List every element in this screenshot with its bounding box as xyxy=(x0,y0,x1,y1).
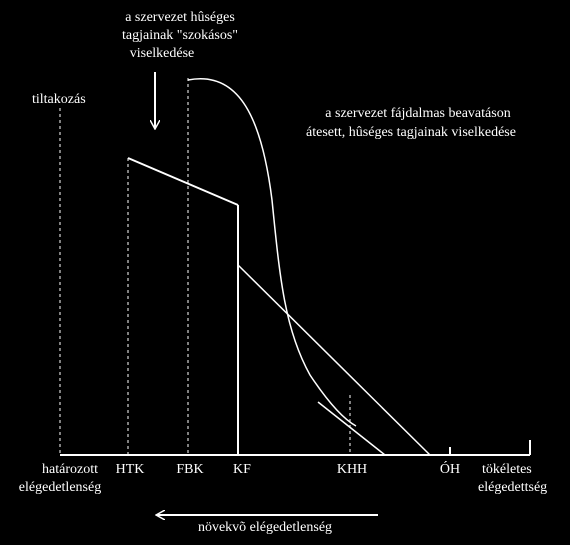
annotation: átesett, hûséges tagjainak viselkedése xyxy=(306,125,516,140)
tick-label: KF xyxy=(233,462,251,477)
annotation: a szervezet hûséges xyxy=(125,10,235,25)
curve-tail xyxy=(317,401,386,456)
tick-label: ÓH xyxy=(440,460,460,477)
annotation: tagjainak "szokásos" xyxy=(122,28,238,43)
decline-line xyxy=(237,264,431,456)
tick-label: HTK xyxy=(116,462,145,477)
annotation: a szervezet fájdalmas beavatáson xyxy=(325,106,510,121)
tick-label: KHH xyxy=(337,462,367,477)
diagram-lines xyxy=(59,72,531,515)
arrow-label: növekvõ elégedetlenség xyxy=(198,520,332,535)
annotation: tiltakozás xyxy=(32,92,86,107)
usual-line xyxy=(127,157,239,206)
axis-label: határozott xyxy=(42,462,98,477)
initiated-curve xyxy=(187,78,357,427)
axis-label: elégedettség xyxy=(478,480,547,495)
axis-label: tökéletes xyxy=(482,462,532,477)
axis-label: elégedetlenség xyxy=(19,480,101,495)
annotation: viselkedése xyxy=(130,46,195,61)
tick-label: FBK xyxy=(176,462,203,477)
